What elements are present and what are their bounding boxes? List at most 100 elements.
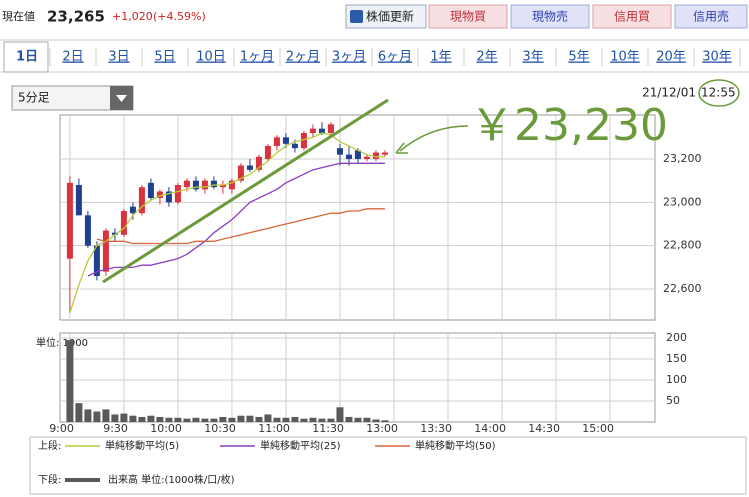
tab-bar: 1日 2日 3日 5日 10日 1ヶ月 2ヶ月 3ヶ月 6ヶ月 1年 2年 3年 5年 10年 20年 30年 [3, 41, 741, 73]
y-tick-label: 100 [666, 373, 687, 386]
price-change-pct: (+4.59%) [153, 10, 206, 23]
y-tick-label: 50 [666, 394, 680, 407]
volume-bar [273, 417, 281, 422]
tab[interactable]: 10年 [610, 50, 640, 65]
candle-body [219, 184, 226, 188]
x-tick-label: 14:30 [528, 422, 560, 435]
volume-bar [336, 407, 344, 422]
volume-bar [219, 416, 227, 422]
refresh-label: 株価更新 [366, 9, 414, 24]
tab[interactable]: 5日 [154, 50, 175, 65]
moving-average-line [96, 208, 385, 245]
volume-bar [93, 411, 101, 422]
margin-sell-label: 信用売 [693, 9, 729, 24]
tab[interactable]: 30年 [702, 50, 732, 65]
volume-bar [138, 416, 146, 422]
candle-body [75, 184, 82, 216]
tab[interactable]: 3日 [108, 50, 129, 65]
tab[interactable]: 2年 [476, 50, 497, 65]
y-tick-label: 23,000 [663, 195, 702, 208]
candle-body [237, 165, 244, 181]
tab[interactable]: 2ヶ月 [286, 50, 320, 65]
volume-bar [165, 417, 173, 422]
date: 21/12/01 [642, 86, 696, 100]
volume-bar [228, 417, 236, 422]
volume-bar [147, 415, 155, 422]
x-tick-label: 10:30 [204, 422, 236, 435]
tab[interactable]: 1年 [430, 50, 451, 65]
moving-average-line [87, 162, 385, 277]
candle-body [183, 180, 190, 188]
tab[interactable]: 2日 [62, 50, 83, 65]
candle-body [354, 150, 361, 159]
candle-body [264, 145, 271, 159]
volume-bar [327, 418, 335, 422]
spot-buy-button[interactable] [428, 4, 508, 29]
candle-body [129, 206, 136, 214]
volume-bar [282, 417, 290, 422]
volume-bar [291, 416, 299, 422]
volume-bar [255, 416, 263, 422]
margin-buy-button[interactable] [592, 4, 672, 29]
tab[interactable]: 1ヶ月 [240, 50, 274, 65]
y-tick-label: 22,800 [663, 239, 702, 252]
volume-bar [318, 418, 326, 422]
legend-label: 出来高 単位:(1000株/口/枚) [108, 473, 235, 486]
candle-body [93, 245, 100, 277]
price-label: 現在値 [2, 10, 35, 23]
legend: 単純移動平均(5) 単純移動平均(25) 単純移動平均(50) 出来高 単位:(100… [65, 439, 496, 486]
volume-bar [309, 417, 317, 422]
tab[interactable]: 20年 [656, 50, 686, 65]
x-tick-label: 9:00 [49, 422, 74, 435]
volume-bar [210, 418, 218, 422]
x-tick-label: 11:00 [258, 422, 290, 435]
volume-bar [372, 419, 380, 422]
candle-body [192, 180, 199, 190]
volume-bar [66, 340, 74, 422]
y-tick-label: 150 [666, 352, 687, 365]
volume-bar [75, 403, 83, 422]
candle-body [84, 215, 91, 246]
tab-selected [3, 41, 49, 73]
candle-body [165, 191, 172, 203]
price: 23,265 [47, 8, 105, 26]
refresh-icon [350, 10, 363, 23]
y-tick-label: 23,200 [663, 152, 702, 165]
candle-body [318, 128, 325, 133]
candle-body [291, 143, 298, 149]
tab[interactable]: 1日 [16, 50, 38, 65]
price-change: +1,020 [112, 10, 153, 23]
tab[interactable]: 3年 [522, 50, 543, 65]
annotation-price: ￥23,230 [470, 100, 668, 151]
spot-sell-button[interactable] [510, 4, 590, 29]
y-tick-label: 200 [666, 331, 687, 344]
candle-body [327, 124, 334, 133]
refresh-button[interactable] [345, 4, 427, 29]
volume-bar [246, 415, 254, 422]
candle-body [300, 132, 307, 149]
candle-body [246, 165, 253, 170]
margin-sell-button[interactable] [674, 4, 748, 29]
candle-body [309, 128, 316, 133]
candle-body [228, 180, 235, 190]
spot-buy-label: 現物買 [450, 10, 486, 24]
tab[interactable]: 5年 [568, 50, 589, 65]
x-tick-label: 13:00 [366, 422, 398, 435]
volume-bar [381, 420, 389, 422]
select-arrow [116, 95, 127, 102]
tab[interactable]: 6ヶ月 [378, 50, 412, 65]
legend-upper-label: 上段: [38, 439, 61, 452]
volume-bar [102, 409, 110, 422]
tab[interactable]: 10日 [196, 50, 226, 65]
plot-area: 22,600 22,800 23,000 23,200 50 100 150 200 9:00 9… [36, 114, 702, 435]
volume-bar [174, 417, 182, 422]
volume-bar [345, 416, 353, 422]
candle-body [201, 180, 208, 190]
candle-body [336, 148, 343, 155]
y-tick-label: 22,600 [663, 282, 702, 295]
legend-lower-label: 下段: [38, 473, 61, 486]
tab[interactable]: 3ヶ月 [332, 50, 366, 65]
candle-body [102, 230, 109, 272]
candle-body [111, 232, 118, 235]
candle-body [372, 152, 379, 159]
